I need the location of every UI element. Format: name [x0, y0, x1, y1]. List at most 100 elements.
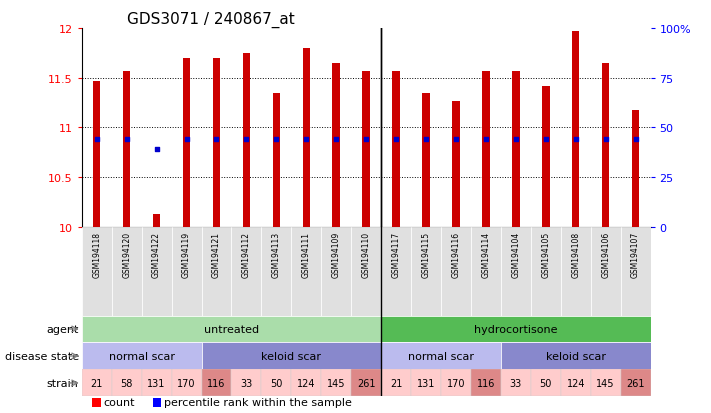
Text: 21: 21 — [390, 378, 402, 388]
Text: GSM194114: GSM194114 — [481, 232, 491, 278]
Bar — [82, 370, 112, 396]
Bar — [171, 227, 201, 316]
Bar — [232, 227, 262, 316]
Bar — [201, 370, 232, 396]
Text: GSM194120: GSM194120 — [122, 232, 131, 278]
Point — [271, 137, 282, 143]
Text: 116: 116 — [208, 378, 225, 388]
Point — [570, 137, 582, 143]
Point — [360, 137, 372, 143]
Text: GSM194108: GSM194108 — [571, 232, 580, 278]
Bar — [272, 93, 280, 227]
Bar — [201, 343, 381, 370]
Bar — [441, 370, 471, 396]
Text: keloid scar: keloid scar — [546, 351, 606, 361]
Text: 33: 33 — [510, 378, 522, 388]
Bar — [392, 71, 400, 227]
Bar — [112, 370, 141, 396]
Bar — [381, 343, 501, 370]
Text: GSM194122: GSM194122 — [152, 232, 161, 278]
Text: GSM194107: GSM194107 — [631, 232, 640, 278]
Point — [600, 137, 611, 143]
Point — [331, 137, 342, 143]
Bar — [351, 227, 381, 316]
Text: 131: 131 — [417, 378, 435, 388]
Bar — [602, 64, 609, 227]
Point — [390, 137, 402, 143]
Bar — [531, 227, 561, 316]
Bar — [381, 227, 411, 316]
Bar — [153, 214, 161, 227]
Text: GSM194110: GSM194110 — [362, 232, 370, 278]
Text: GSM194109: GSM194109 — [332, 232, 341, 278]
Bar — [452, 101, 460, 227]
Bar — [242, 54, 250, 227]
Text: 124: 124 — [567, 378, 585, 388]
Point — [121, 137, 132, 143]
Text: 33: 33 — [240, 378, 252, 388]
Text: 50: 50 — [540, 378, 552, 388]
Bar — [213, 59, 220, 227]
Bar — [471, 227, 501, 316]
Text: 170: 170 — [447, 378, 465, 388]
Bar — [621, 227, 651, 316]
Bar — [171, 370, 201, 396]
Text: 21: 21 — [90, 378, 103, 388]
Bar — [441, 227, 471, 316]
Bar — [112, 227, 141, 316]
Text: count: count — [104, 397, 135, 407]
Bar — [572, 32, 579, 227]
Bar — [82, 316, 381, 343]
Text: 261: 261 — [357, 378, 375, 388]
Bar — [351, 370, 381, 396]
Text: GSM194121: GSM194121 — [212, 232, 221, 278]
Text: agent: agent — [46, 324, 79, 334]
Text: strain: strain — [47, 378, 79, 388]
Bar — [422, 93, 429, 227]
Text: GSM194105: GSM194105 — [541, 232, 550, 278]
Point — [210, 137, 222, 143]
Text: GSM194119: GSM194119 — [182, 232, 191, 278]
Bar — [591, 227, 621, 316]
Text: GDS3071 / 240867_at: GDS3071 / 240867_at — [127, 12, 295, 28]
Bar — [381, 316, 651, 343]
Bar — [621, 370, 651, 396]
Text: 145: 145 — [597, 378, 615, 388]
Text: disease state: disease state — [5, 351, 79, 361]
Bar — [262, 227, 292, 316]
Text: untreated: untreated — [204, 324, 259, 334]
Text: percentile rank within the sample: percentile rank within the sample — [164, 397, 352, 407]
Bar — [561, 370, 591, 396]
Text: GSM194116: GSM194116 — [451, 232, 461, 278]
Bar — [82, 227, 112, 316]
Point — [480, 137, 491, 143]
Point — [151, 147, 162, 153]
Bar — [262, 370, 292, 396]
Bar — [321, 370, 351, 396]
Bar — [482, 71, 490, 227]
Text: 131: 131 — [147, 378, 166, 388]
Bar — [123, 71, 130, 227]
Bar — [141, 227, 171, 316]
Point — [450, 137, 461, 143]
Bar — [303, 49, 310, 227]
Text: 124: 124 — [297, 378, 316, 388]
Bar — [363, 71, 370, 227]
Text: GSM194117: GSM194117 — [392, 232, 400, 278]
Bar — [542, 86, 550, 227]
Point — [181, 137, 192, 143]
Text: normal scar: normal scar — [408, 351, 474, 361]
Point — [420, 137, 432, 143]
Text: GSM194113: GSM194113 — [272, 232, 281, 278]
Bar — [501, 343, 651, 370]
Bar — [531, 370, 561, 396]
Point — [301, 137, 312, 143]
Bar — [141, 370, 171, 396]
Text: hydrocortisone: hydrocortisone — [474, 324, 557, 334]
Text: 145: 145 — [327, 378, 346, 388]
Text: GSM194118: GSM194118 — [92, 232, 101, 278]
Bar — [183, 59, 191, 227]
Bar — [512, 71, 520, 227]
Text: GSM194106: GSM194106 — [602, 232, 610, 278]
Text: 58: 58 — [120, 378, 133, 388]
